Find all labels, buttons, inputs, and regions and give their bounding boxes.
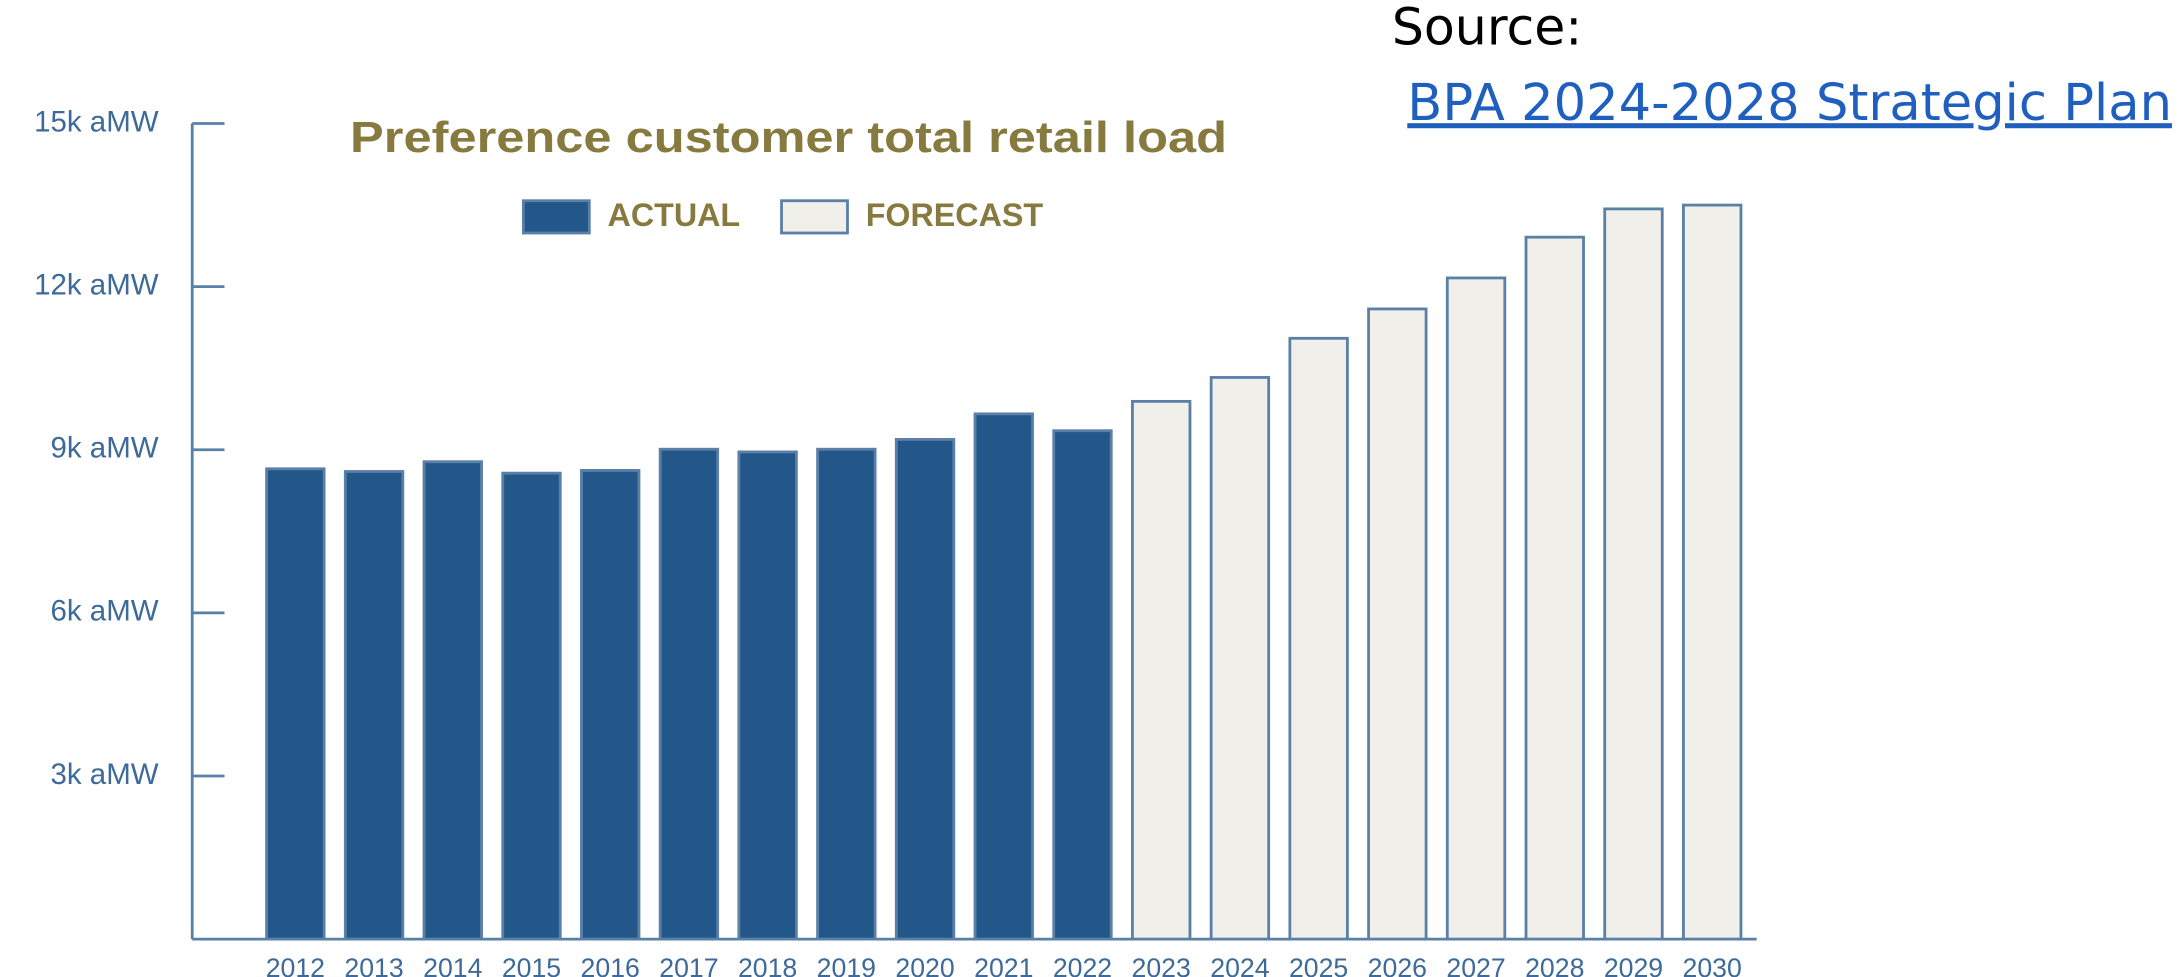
bar <box>1209 376 1271 941</box>
chart-title: Preference customer total retail load <box>350 114 1227 162</box>
bar <box>1682 203 1743 941</box>
x-tick-label: 2020 <box>895 953 954 977</box>
bar <box>737 450 798 941</box>
bar <box>422 460 483 941</box>
legend-swatch <box>521 199 591 235</box>
x-tick-label: 2014 <box>423 953 482 977</box>
bar <box>1524 235 1585 941</box>
x-tick-label: 2012 <box>266 953 325 977</box>
bar <box>973 412 1034 941</box>
legend-swatch <box>780 199 849 235</box>
x-tick-label: 2021 <box>974 953 1033 977</box>
bar <box>1603 207 1664 941</box>
x-tick-label: 2019 <box>817 953 876 977</box>
x-tick-label: 2027 <box>1446 953 1505 977</box>
x-tick-label: 2029 <box>1604 953 1663 977</box>
y-tick-label: 12k aMW <box>34 268 159 301</box>
x-tick-label: 2028 <box>1525 953 1584 977</box>
legend-label: FORECAST <box>866 197 1044 233</box>
x-tick-label: 2013 <box>344 953 403 977</box>
bar <box>1367 307 1428 941</box>
y-tick-label: 6k aMW <box>51 595 159 628</box>
x-tick-label: 2018 <box>738 953 797 977</box>
x-tick-label: 2025 <box>1289 953 1348 977</box>
bar <box>265 467 326 941</box>
x-tick-label: 2022 <box>1053 953 1112 977</box>
x-tick-label: 2016 <box>581 953 640 977</box>
x-tick-label: 2015 <box>502 953 561 977</box>
bar <box>1131 399 1192 941</box>
bar <box>580 469 641 941</box>
x-tick-label: 2024 <box>1210 953 1269 977</box>
legend-label: ACTUAL <box>608 197 741 233</box>
bar <box>816 447 877 941</box>
y-tick-label: 15k aMW <box>34 105 159 138</box>
x-tick-label: 2026 <box>1368 953 1427 977</box>
bar <box>343 470 405 941</box>
source-link[interactable]: BPA 2024-2028 Strategic Plan <box>1407 73 2172 132</box>
bar <box>501 471 562 941</box>
y-tick-label: 9k aMW <box>51 432 159 465</box>
bar <box>1445 276 1507 941</box>
bar <box>894 438 956 941</box>
bar <box>1288 336 1349 941</box>
x-tick-label: 2023 <box>1132 953 1191 977</box>
bar <box>658 447 720 941</box>
x-tick-label: 2030 <box>1683 953 1742 977</box>
bar <box>1052 429 1113 941</box>
source-label: Source: <box>1392 0 1582 56</box>
x-tick-label: 2017 <box>659 953 718 977</box>
y-tick-label: 3k aMW <box>51 758 159 791</box>
